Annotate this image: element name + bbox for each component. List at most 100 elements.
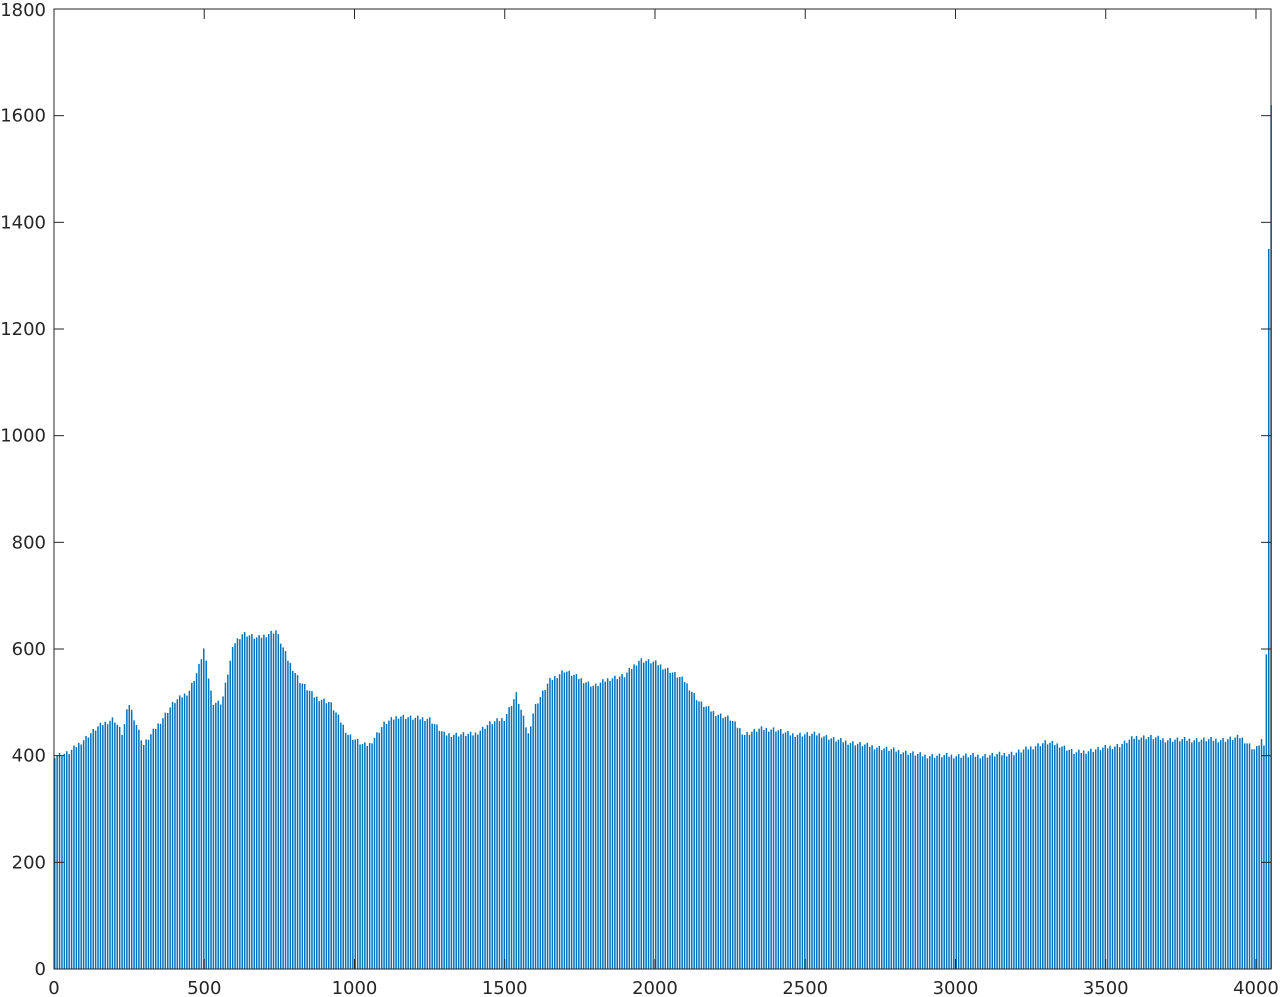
bar (1130, 736, 1133, 969)
bar (306, 690, 308, 969)
bars-group (54, 105, 1272, 969)
bar (385, 723, 388, 969)
bar (109, 720, 111, 969)
bar (431, 723, 433, 969)
bar (263, 634, 265, 969)
bar (359, 744, 361, 969)
bar (409, 715, 412, 969)
bar (986, 757, 989, 969)
bar (1094, 749, 1097, 969)
bar (450, 737, 453, 969)
bar (1255, 746, 1258, 969)
bar (445, 735, 448, 969)
bar (527, 733, 530, 969)
bar (657, 665, 659, 969)
bar (606, 678, 609, 969)
bar (977, 754, 979, 969)
bar (789, 735, 792, 969)
bar (102, 725, 104, 969)
bar (448, 733, 450, 969)
bar (279, 643, 282, 969)
bar (1217, 742, 1220, 969)
bar (272, 633, 275, 969)
bar (926, 758, 929, 969)
bar (818, 733, 820, 969)
bar (561, 670, 563, 969)
bar (1243, 743, 1246, 969)
bar (474, 732, 477, 969)
bar (647, 659, 650, 969)
bar (104, 721, 106, 969)
bar (972, 753, 974, 969)
bar (873, 749, 876, 969)
bar (73, 745, 75, 969)
bar (592, 685, 594, 969)
bar (712, 711, 715, 969)
bar (888, 750, 890, 969)
bar (299, 683, 301, 969)
bar (1104, 745, 1107, 969)
bar (460, 734, 462, 969)
bar (525, 727, 527, 969)
bar (472, 735, 474, 969)
bar (126, 709, 128, 969)
bar (556, 678, 558, 969)
bar (142, 745, 145, 969)
bar (513, 699, 515, 969)
bar (614, 675, 616, 969)
bar (265, 637, 268, 969)
bar (438, 730, 441, 969)
bar (383, 721, 385, 969)
bar (453, 734, 455, 969)
bar (1075, 752, 1078, 969)
bar (368, 743, 371, 969)
bar (885, 746, 888, 969)
bar (352, 739, 354, 969)
y-tick-label: 400 (12, 746, 46, 767)
bar (671, 672, 674, 969)
bar (397, 718, 400, 969)
bar (1203, 737, 1205, 969)
bar (1162, 738, 1164, 969)
bar (1025, 746, 1027, 969)
bar (924, 754, 926, 969)
bar (688, 690, 691, 969)
bar (486, 724, 489, 969)
bar (356, 739, 359, 969)
bar (727, 715, 729, 969)
bar (859, 742, 861, 969)
bar (179, 695, 181, 969)
bar (210, 690, 212, 969)
bar (243, 632, 246, 969)
bar (236, 638, 239, 969)
bar (342, 724, 344, 969)
bar (491, 724, 494, 969)
bar (1037, 743, 1039, 969)
bar (599, 682, 602, 969)
bar (80, 744, 82, 969)
bar (539, 697, 542, 969)
bar (152, 728, 155, 969)
bar (1032, 749, 1034, 969)
bar (116, 724, 118, 969)
bar (748, 734, 751, 969)
bar (667, 667, 669, 969)
bar (503, 721, 506, 969)
bar (489, 721, 491, 969)
bar (1260, 739, 1263, 969)
bar (135, 725, 138, 969)
bar (479, 730, 481, 969)
bar (260, 637, 263, 969)
bar (917, 753, 919, 969)
bar (205, 660, 207, 969)
bar (604, 681, 606, 969)
y-tick-label: 1200 (0, 319, 46, 340)
bar (582, 683, 585, 969)
bar (294, 673, 296, 969)
y-tick-label: 600 (12, 639, 46, 660)
bar (344, 732, 347, 969)
bar (1229, 736, 1232, 969)
bar (138, 729, 140, 969)
bar (871, 745, 873, 969)
bar (630, 669, 633, 969)
